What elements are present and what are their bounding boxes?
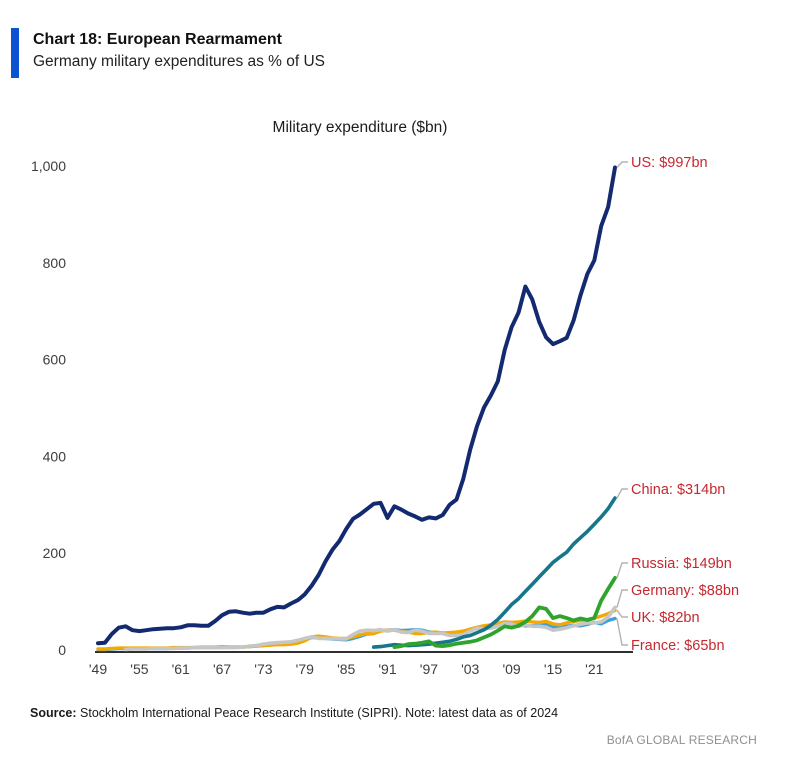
uk-label-connector [616, 609, 628, 618]
russia-line [392, 575, 617, 649]
y-tick-label: 400 [43, 448, 67, 464]
y-axis-tick-labels: 1,000 800 600 400 200 0 [31, 158, 66, 658]
x-tick-label: '21 [585, 661, 603, 677]
france-end-label: France: $65bn [631, 638, 725, 654]
germany-label-connector [616, 589, 628, 608]
page-title: Chart 18: European Rearmament [33, 31, 282, 48]
page-subtitle: Germany military expenditures as % of US [33, 53, 326, 71]
us-end-label: US: $997bn [631, 155, 708, 171]
y-tick-label: 600 [43, 352, 67, 368]
series-lines [96, 165, 617, 652]
germany-line [123, 605, 617, 652]
x-tick-label: '09 [502, 661, 520, 677]
uk-end-label: UK: $82bn [631, 610, 700, 626]
china-end-label: China: $314bn [631, 482, 725, 498]
x-tick-label: '15 [544, 661, 562, 677]
russia-end-label: Russia: $149bn [631, 556, 732, 572]
source-note: Source: Stockholm International Peace Re… [30, 706, 558, 720]
germany-end-label: Germany: $88bn [631, 583, 739, 599]
y-tick-label: 800 [43, 255, 67, 271]
x-tick-label: '85 [337, 661, 355, 677]
russia-label-connector [616, 562, 628, 579]
label-connectors [616, 161, 628, 646]
chart-header: Chart 18: European Rearmament Germany mi… [11, 28, 325, 78]
x-tick-label: '55 [130, 661, 148, 677]
source-text: Stockholm International Peace Research I… [76, 706, 559, 720]
x-tick-label: '49 [89, 661, 107, 677]
x-tick-label: '03 [461, 661, 479, 677]
end-of-line-labels: US: $997bn China: $314bn Russia: $149bn … [631, 155, 739, 654]
france-label-connector [616, 618, 628, 646]
x-tick-label: '61 [172, 661, 190, 677]
us-line [96, 165, 617, 646]
y-tick-label: 0 [58, 642, 66, 658]
x-tick-label: '97 [420, 661, 438, 677]
us-label-connector [616, 161, 628, 168]
x-tick-label: '67 [213, 661, 231, 677]
y-tick-label: 1,000 [31, 158, 66, 174]
accent-bar [11, 28, 19, 78]
brand-mark: BofA GLOBAL RESEARCH [606, 733, 757, 747]
y-tick-label: 200 [43, 545, 67, 561]
x-tick-label: '73 [254, 661, 272, 677]
chart-title: Military expenditure ($bn) [273, 119, 448, 136]
line-chart: Military expenditure ($bn) 1,000 800 600… [31, 119, 739, 677]
china-label-connector [616, 488, 628, 499]
x-axis-tick-labels: '49 '55 '61 '67 '73 '79 '85 '91 '97 '03 … [89, 661, 604, 677]
x-tick-label: '79 [296, 661, 314, 677]
header-text-block: Chart 18: European Rearmament Germany mi… [33, 28, 325, 78]
x-tick-label: '91 [378, 661, 396, 677]
source-label: Source: [30, 706, 77, 720]
